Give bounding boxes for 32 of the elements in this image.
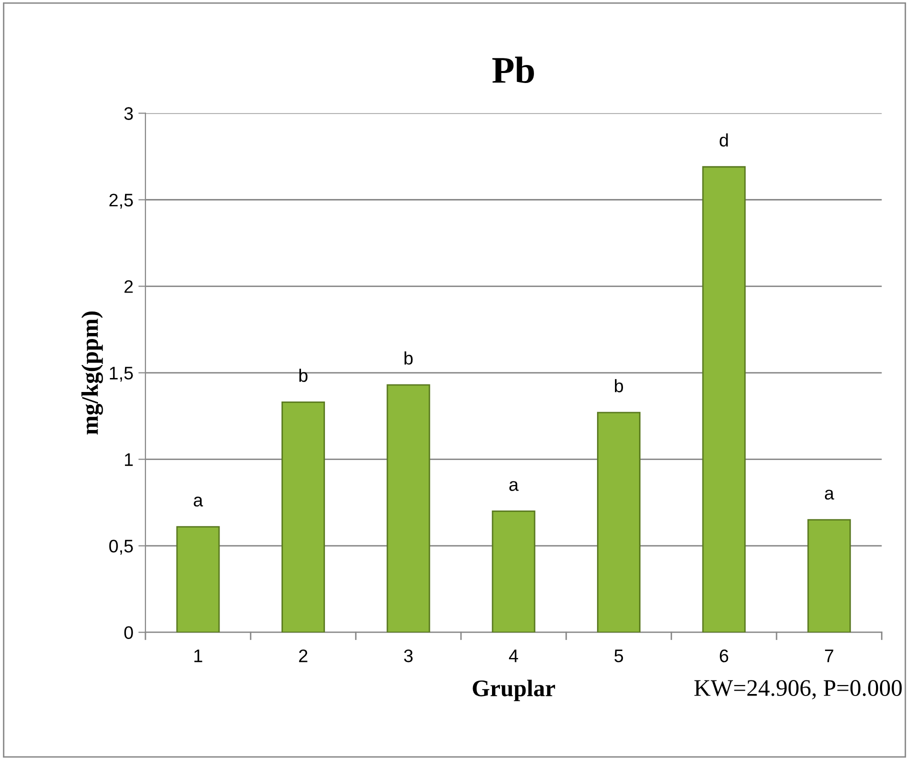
data-label: a bbox=[824, 490, 834, 500]
data-label: b bbox=[614, 379, 624, 392]
x-tick-label: 7 bbox=[825, 650, 834, 662]
bar bbox=[281, 402, 325, 632]
data-label: d bbox=[720, 133, 728, 147]
y-tick-label: 2,5 bbox=[109, 194, 133, 209]
y-axis-title: mg/kg(ppm) bbox=[81, 312, 103, 434]
data-label: b bbox=[404, 351, 413, 365]
y-tick-label: 1,5 bbox=[110, 366, 133, 382]
bar bbox=[597, 412, 640, 632]
chart-title: Pb bbox=[492, 56, 534, 84]
x-tick-label: 1 bbox=[194, 650, 202, 662]
data-label: a bbox=[509, 481, 519, 491]
x-tick-label: 6 bbox=[720, 649, 728, 662]
bar bbox=[702, 166, 746, 632]
x-tick-label: 5 bbox=[614, 650, 624, 662]
y-tick-label: 3 bbox=[124, 107, 133, 120]
y-tick-label: 2 bbox=[124, 280, 133, 293]
bar bbox=[807, 519, 851, 632]
bar bbox=[492, 510, 536, 632]
x-axis-title: Gruplar bbox=[472, 680, 556, 702]
data-label: b bbox=[299, 368, 308, 382]
bar bbox=[176, 526, 220, 632]
data-label: a bbox=[194, 496, 204, 507]
text: KW=24.906, P=0.000 bbox=[694, 680, 902, 700]
x-tick-label: 2 bbox=[299, 649, 308, 662]
bar bbox=[386, 384, 430, 632]
x-tick-label: 3 bbox=[404, 649, 413, 662]
y-tick-label: 1 bbox=[124, 453, 133, 466]
x-tick-label: 4 bbox=[508, 650, 518, 662]
y-tick-label: 0,5 bbox=[109, 540, 133, 555]
y-tick-label: 0 bbox=[124, 626, 133, 640]
